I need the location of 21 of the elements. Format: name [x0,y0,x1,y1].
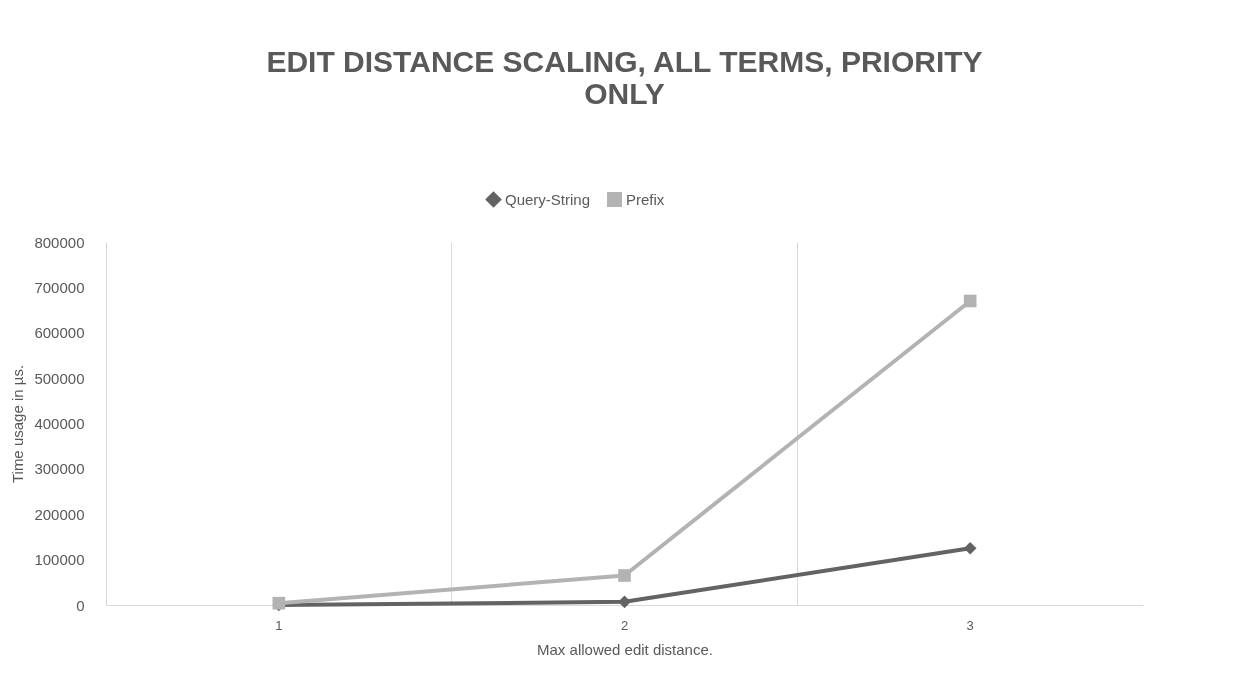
y-axis-title: Time usage in µs. [9,364,27,484]
x-axis-title: Max allowed edit distance. [537,640,713,658]
point [963,294,977,308]
chart-title: EDIT DISTANCE SCALING, ALL TERMS, PRIORITY ONLY [266,45,983,110]
y-tick-label: 700000 [34,278,85,296]
y-tick-label: 200000 [34,505,85,523]
y-tick-label: 600000 [34,324,85,342]
y-tick-label: 0 [76,596,85,614]
y-tick-label: 800000 [34,233,85,251]
y-tick-label: 100000 [34,551,85,569]
x-tick-label: 2 [620,617,629,633]
y-tick-label: 300000 [34,460,85,478]
point [618,595,631,609]
legend-label: Prefix [626,190,665,208]
point [618,569,631,582]
point [963,541,977,555]
y-tick-label: 400000 [34,415,85,432]
y-tick-label: 500000 [34,369,85,387]
x-tick-label: 1 [275,617,283,633]
legend-label: Query-String [505,190,591,208]
x-tick-label: 3 [966,617,974,633]
